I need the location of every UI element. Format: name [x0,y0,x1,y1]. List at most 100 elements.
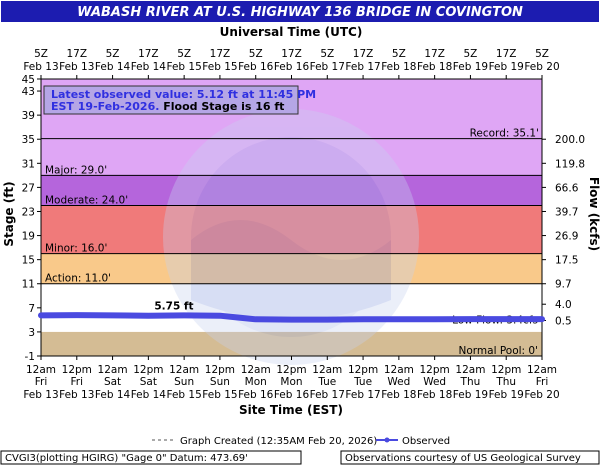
site-time-tick-date: Feb 19 [489,389,524,401]
site-time-tick-hour: 12pm [491,364,521,376]
right-axis-title: Flow (kcfs) [587,177,600,251]
utc-tick-date: Feb 19 [453,61,488,73]
utc-tick-date: Feb 18 [381,61,416,73]
legend-created-label: Graph Created (12:35AM Feb 20, 2026) [180,436,377,447]
observed-point [324,317,330,323]
observed-point [253,316,259,322]
flow-tick-label: 26.9 [555,231,578,243]
observed-point [217,313,223,319]
site-time-tick-date: Feb 14 [131,389,167,401]
site-time-tick-date: Feb 18 [381,389,416,401]
site-time-tick-day: Sun [174,376,194,388]
utc-tick-hour: 5Z [392,48,406,60]
observed-point [235,314,241,320]
info-line-2-date: EST 19-Feb-2026. [51,100,159,113]
watermark-wave [191,220,391,320]
utc-tick-hour: 17Z [210,48,231,60]
flow-tick-label: 0.5 [555,315,572,327]
major-label: Major: 29.0' [45,164,107,176]
observed-point [467,316,473,322]
info-box-background [43,85,299,115]
stage-tick-label: -1 [25,351,35,363]
site-time-tick-day: Fri [35,376,48,388]
zone-thresholds: Record: 35.1' Major: 29.0' Moderate: 24.0'… [41,128,542,357]
flow-tick-label: 39.7 [555,206,578,218]
utc-tick-hour: 5Z [177,48,191,60]
utc-tick-hour: 5Z [463,48,477,60]
utc-tick-date: Feb 16 [238,61,274,73]
site-time-tick-day: Fri [536,376,549,388]
bottom-axis-title: Site Time (EST) [239,403,343,417]
observed-point [396,316,402,322]
utc-tick-date: Feb 14 [95,61,131,73]
site-time-tick-day: Wed [387,376,410,388]
flow-tick-label: 200.0 [555,134,585,146]
utc-tick-date: Feb 16 [274,61,310,73]
legend-observed-label: Observed [402,436,450,447]
site-time-tick-day: Mon [280,376,302,388]
flow-tick-label: 4.0 [555,299,572,311]
utc-tick-hour: 5Z [320,48,334,60]
observed-point [432,316,438,322]
site-time-tick-date: Feb 13 [23,389,58,401]
stage-tick-label: 7 [28,303,35,315]
action-label: Action: 11.0' [45,273,111,285]
watermark-inner [191,137,391,337]
site-time-tick-day: Mon [245,376,267,388]
site-time-tick-date: Feb 17 [310,389,345,401]
flow-tick-label: 9.7 [555,279,572,291]
site-time-tick-day: Sat [140,376,157,388]
utc-tick-hour: 17Z [424,48,445,60]
observed-point [503,316,509,322]
record-label: Record: 35.1' [470,128,539,140]
title-bar [1,1,599,22]
site-time-tick-date: Feb 20 [524,389,559,401]
datum-box [0,450,302,465]
site-time-tick-hour: 12pm [348,364,378,376]
major-band [41,175,542,206]
minor-label: Minor: 16.0' [45,243,107,255]
normal-band [41,283,542,332]
observed-point [289,317,294,323]
stage-tick-label: 27 [22,182,35,194]
stage-tick-label: 39 [22,110,35,122]
utc-tick-hour: 17Z [353,48,374,60]
flood-zones [41,79,542,356]
flow-tick-label: 66.6 [555,182,579,194]
observed-point [539,316,545,322]
site-time-tick-date: Feb 16 [274,389,310,401]
site-time-tick-day: Thu [495,376,516,388]
point-value-label: 5.75 ft [154,300,193,312]
site-time-tick-day: Wed [423,376,446,388]
flow-tick-label: 17.5 [555,255,578,267]
site-time-tick-hour: 12pm [205,364,235,376]
utc-tick-hour: 17Z [496,48,517,60]
observed-point [38,312,44,318]
top-axis-title: Universal Time (UTC) [220,25,363,39]
utc-tick-date: Feb 20 [524,61,559,73]
stage-tick-label: 3 [28,327,35,339]
stage-tick-label: 23 [22,206,35,218]
site-time-tick-hour: 12am [527,364,557,376]
stage-tick-label: 43 [22,86,35,98]
site-time-tick-date: Feb 16 [238,389,274,401]
utc-tick-date: Feb 13 [59,61,94,73]
observed-point [181,312,187,318]
utc-tick-hour: 17Z [281,48,302,60]
site-time-tick-date: Feb 18 [417,389,452,401]
stage-tick-label: 15 [22,255,35,267]
moderate-label: Moderate: 24.0' [45,194,128,206]
observed-series: 5.75 ft [38,300,545,323]
observed-point [360,316,366,322]
site-time-tick-hour: 12am [241,364,271,376]
legend-observed-marker [384,437,390,443]
site-time-tick-day: Tue [353,376,372,388]
site-time-tick-hour: 12am [312,364,342,376]
credit-box [340,450,600,465]
flow-tick-label: 119.8 [555,158,585,170]
observed-point [110,312,116,318]
utc-tick-date: Feb 19 [489,61,524,73]
site-time-tick-hour: 12am [384,364,414,376]
utc-tick-hour: 5Z [106,48,120,60]
